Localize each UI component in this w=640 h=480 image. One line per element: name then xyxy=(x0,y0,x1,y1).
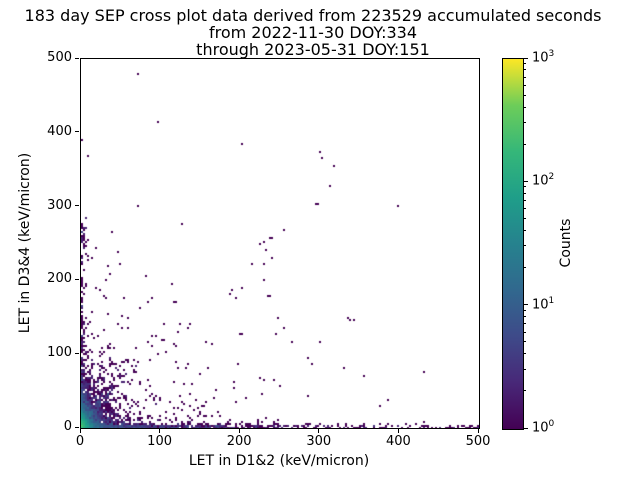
x-tick xyxy=(238,429,240,433)
colorbar-tick-label: 100 xyxy=(532,419,555,436)
colorbar-minor-tick xyxy=(524,186,526,188)
colorbar-minor-tick xyxy=(524,199,526,201)
colorbar-minor-tick xyxy=(524,368,526,370)
colorbar-minor-tick xyxy=(524,84,526,86)
x-tick xyxy=(79,429,81,433)
x-tick-label: 0 xyxy=(75,434,85,449)
colorbar-minor-tick xyxy=(524,353,526,355)
x-tick xyxy=(318,429,320,433)
colorbar-minor-tick xyxy=(524,192,526,194)
colorbar-minor-tick xyxy=(524,217,526,219)
colorbar-minor-tick xyxy=(524,331,526,333)
y-tick xyxy=(75,352,79,354)
y-axis-label: LET in D3&4 (keV/micron) xyxy=(17,152,33,334)
x-tick-label: 300 xyxy=(306,434,332,449)
colorbar-minor-tick xyxy=(524,267,526,269)
x-tick xyxy=(159,429,161,433)
x-tick-label: 100 xyxy=(147,434,172,449)
y-tick-label: 300 xyxy=(47,197,72,213)
y-tick xyxy=(75,278,79,280)
colorbar-major-tick xyxy=(524,304,528,306)
data-points-canvas xyxy=(81,59,479,428)
colorbar-minor-tick xyxy=(524,245,526,247)
colorbar xyxy=(502,58,524,430)
plot-area xyxy=(80,58,480,429)
colorbar-tick-label: 101 xyxy=(532,295,555,312)
title-line-2: from 2022-11-30 DOY:334 xyxy=(208,23,417,42)
y-tick-label: 100 xyxy=(47,345,72,361)
colorbar-label: Counts xyxy=(558,218,574,268)
x-tick xyxy=(397,429,399,433)
y-tick-label: 0 xyxy=(63,419,72,434)
colorbar-minor-tick xyxy=(524,208,526,210)
x-tick xyxy=(477,429,479,433)
colorbar-minor-tick xyxy=(524,76,526,78)
x-axis-label: LET in D1&2 (keV/micron) xyxy=(188,453,370,469)
y-tick xyxy=(75,131,79,133)
x-tick-label: 400 xyxy=(385,434,411,449)
colorbar-minor-tick xyxy=(524,309,526,311)
x-tick-label: 200 xyxy=(226,434,252,449)
y-tick xyxy=(75,426,79,428)
colorbar-gradient xyxy=(503,59,523,429)
colorbar-minor-tick xyxy=(524,69,526,71)
colorbar-tick-label: 103 xyxy=(532,49,555,66)
colorbar-minor-tick xyxy=(524,316,526,318)
colorbar-major-tick xyxy=(524,57,528,59)
colorbar-minor-tick xyxy=(524,121,526,123)
colorbar-minor-tick xyxy=(524,323,526,325)
colorbar-minor-tick xyxy=(524,229,526,231)
colorbar-minor-tick xyxy=(524,106,526,108)
title-line-3: through 2023-05-31 DOY:151 xyxy=(196,40,430,59)
colorbar-minor-tick xyxy=(524,63,526,65)
y-tick-label: 200 xyxy=(47,271,72,287)
colorbar-major-tick xyxy=(524,427,528,429)
title-line-1: 183 day SEP cross plot data derived from… xyxy=(24,6,602,25)
y-tick-label: 500 xyxy=(47,50,72,65)
y-tick xyxy=(75,205,79,207)
colorbar-minor-tick xyxy=(524,341,526,343)
chart-title: 183 day SEP cross plot data derived from… xyxy=(0,7,626,58)
colorbar-tick-label: 102 xyxy=(532,172,555,189)
y-tick-label: 400 xyxy=(47,123,72,139)
colorbar-minor-tick xyxy=(524,390,526,392)
colorbar-major-tick xyxy=(524,180,528,182)
x-tick-label: 500 xyxy=(465,434,491,449)
colorbar-minor-tick xyxy=(524,94,526,96)
colorbar-minor-tick xyxy=(524,143,526,145)
y-tick xyxy=(75,57,79,59)
